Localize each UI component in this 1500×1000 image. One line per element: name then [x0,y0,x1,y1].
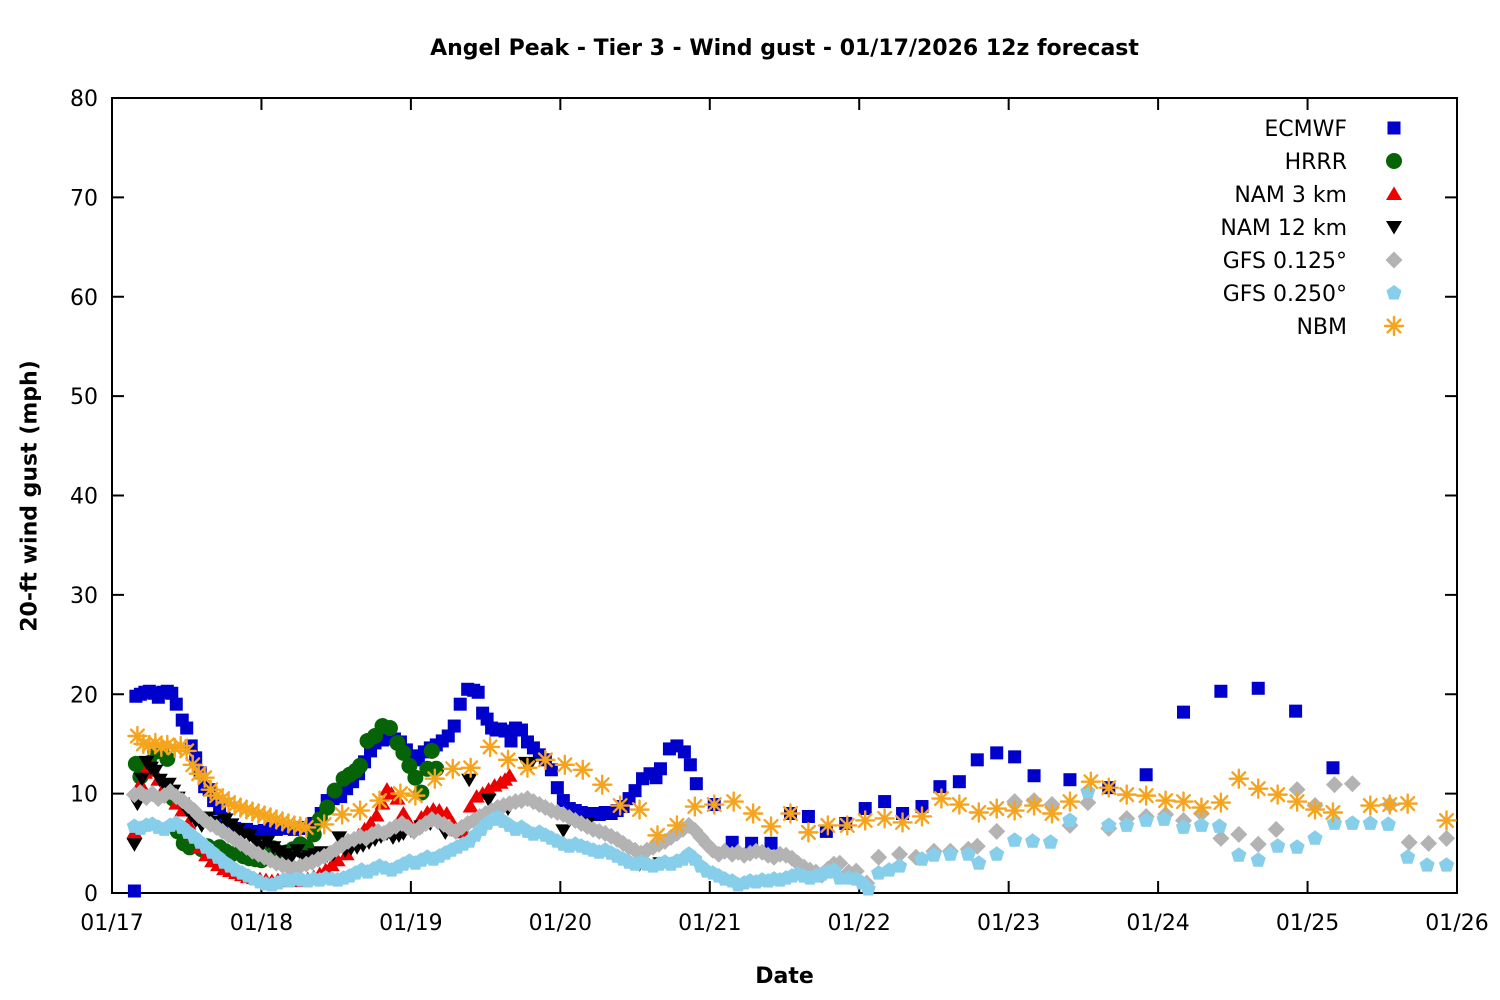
y-axis-label: 20-ft wind gust (mph) [17,360,43,632]
x-tick-label: 01/18 [230,911,293,936]
legend-label: GFS 0.250° [1223,282,1347,307]
legend-marker-pentagon-icon [1386,285,1402,300]
legend-label: GFS 0.125° [1223,249,1347,274]
legend-marker-triangle-down-icon [1386,221,1402,235]
legend-label: NAM 12 km [1220,216,1347,241]
legend-item-nam-3-km: NAM 3 km [1234,183,1402,208]
legend-item-gfs-0-250: GFS 0.250° [1223,282,1402,307]
legend-item-hrrr: HRRR [1285,150,1402,175]
x-tick-label: 01/24 [1126,911,1189,936]
y-tick-label: 60 [70,286,98,311]
y-tick-label: 20 [70,683,98,708]
chart-title: Angel Peak - Tier 3 - Wind gust - 01/17/… [430,36,1139,61]
legend-label: HRRR [1285,150,1347,175]
legend-item-nbm: NBM [1296,315,1405,340]
legend-item-gfs-0-125: GFS 0.125° [1223,249,1403,274]
legend-item-ecmwf: ECMWF [1264,117,1401,142]
y-tick-label: 50 [70,385,98,410]
y-tick-label: 10 [70,783,98,808]
x-tick-label: 01/21 [678,911,741,936]
x-tick-label: 01/20 [529,911,592,936]
x-tick-label: 01/26 [1425,911,1488,936]
legend-marker-triangle-up-icon [1386,186,1402,200]
y-axis-ticks: 0 10 20 30 40 50 60 70 80 [70,87,1457,907]
x-tick-label: 01/23 [977,911,1040,936]
legend-item-nam-12-km: NAM 12 km [1220,216,1402,241]
legend-label: ECMWF [1264,117,1347,142]
series-nbm [127,725,1457,846]
y-tick-label: 70 [70,186,98,211]
x-tick-label: 01/25 [1276,911,1339,936]
y-tick-label: 0 [84,882,98,907]
x-tick-label: 01/17 [80,911,143,936]
y-tick-label: 80 [70,87,98,112]
legend-marker-asterisk-icon [1383,315,1405,337]
legend-marker-diamond-icon [1385,251,1403,269]
legend-label: NAM 3 km [1234,183,1347,208]
legend-marker-circle-icon [1386,153,1402,169]
series-gfs-0-250 [126,783,1455,896]
y-tick-label: 40 [70,485,98,510]
legend: ECMWF HRRR NAM 3 km NAM 12 km GFS 0.125° GFS … [1220,117,1405,340]
legend-label: NBM [1296,315,1347,340]
x-axis-label: Date [755,964,814,989]
y-tick-label: 30 [70,584,98,609]
x-axis-ticks: 01/17 01/18 01/19 01/20 01/21 01/22 01/23 01/24… [80,98,1489,936]
x-tick-label: 01/19 [379,911,442,936]
legend-marker-square-icon [1387,121,1401,135]
x-tick-label: 01/22 [828,911,891,936]
